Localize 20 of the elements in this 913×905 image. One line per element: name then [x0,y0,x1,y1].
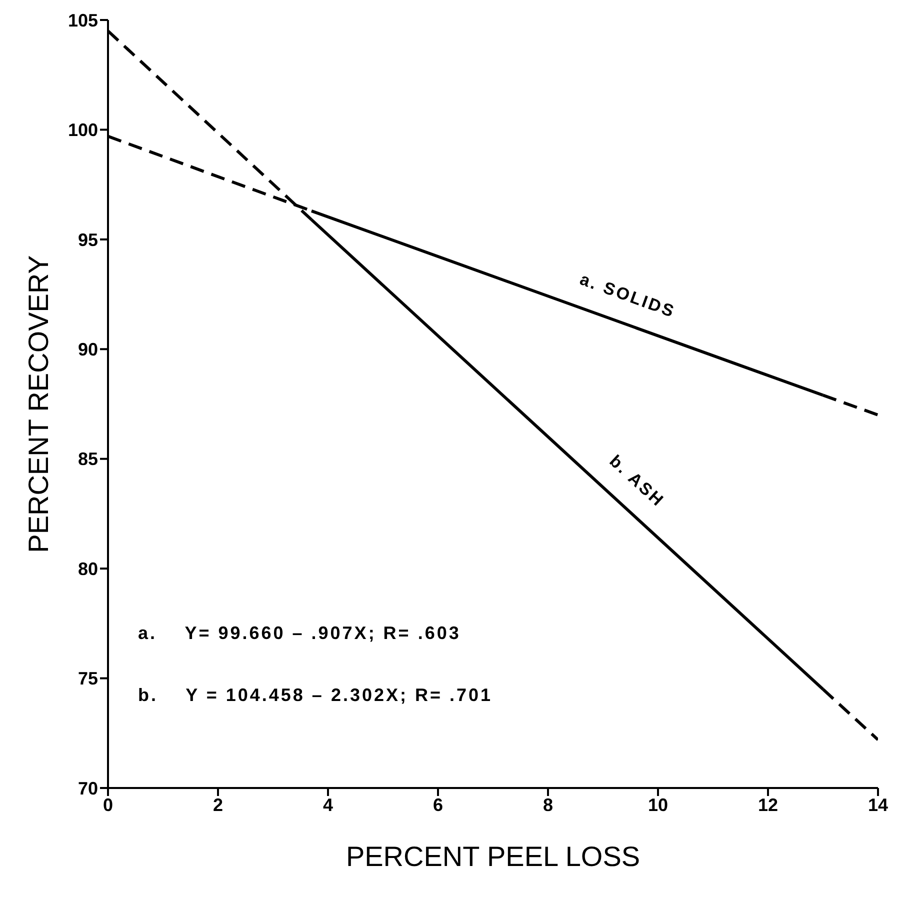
y-tick-label: 105 [68,10,98,30]
y-tick-label: 95 [78,230,98,250]
x-tick-label: 4 [322,794,334,815]
x-axis-title: PERCENT PEEL LOSS [346,840,640,872]
x-tick-label: 10 [648,794,668,815]
y-tick-label: 90 [78,340,98,360]
y-tick-label: 100 [68,120,98,140]
annotation: a. Y= 99.660 – .907X; R= .603 [138,623,461,644]
y-axis-title: PERCENT RECOVERY [22,254,54,553]
y-tick-label: 85 [78,449,98,470]
x-tick-label: 6 [432,794,444,815]
x-tick-label: 0 [102,794,114,815]
y-tick-label: 75 [78,668,98,689]
y-tick-label: 80 [78,558,98,579]
x-tick-label: 8 [542,794,554,815]
annotation: b. Y = 104.458 – 2.302X; R= .701 [138,685,493,706]
x-tick-label: 12 [758,794,778,815]
x-tick-label: 14 [868,794,888,815]
x-tick-label: 2 [212,794,224,815]
y-tick-label: 70 [78,778,98,798]
